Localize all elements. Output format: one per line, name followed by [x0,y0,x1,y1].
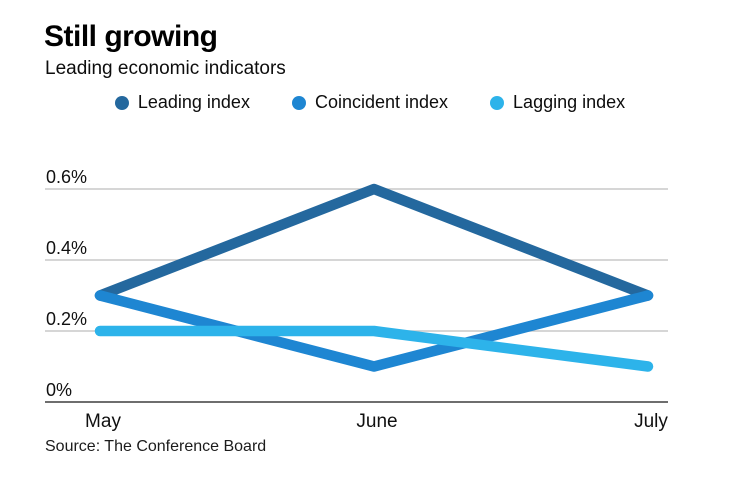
page-subtitle: Leading economic indicators [45,58,286,79]
source-note: Source: The Conference Board [45,438,267,455]
series-line-leading-index [94,183,654,301]
legend-dot-lagging-index-icon [490,95,505,110]
legend-dot-coincident-index-icon [291,95,306,110]
legend-item-lagging-index: Lagging index [490,92,625,113]
x-tick-label: May [85,411,121,432]
x-tick-label: July [634,411,668,432]
series-line-coincident-index [94,290,654,372]
legend-item-coincident-index: Coincident index [291,92,449,113]
legend-label-lagging-index: Lagging index [513,92,626,112]
x-tick-label: June [356,411,397,432]
page-title: Still growing [44,20,218,53]
legend-label-coincident-index: Coincident index [314,92,449,112]
y-tick-label: 0% [46,380,72,400]
legend: Leading index Coincident index Lagging i… [0,92,740,113]
y-tick-label: 0.2% [46,309,87,329]
legend-dot-leading-index-icon [114,95,129,110]
series-line-lagging-index [94,325,654,372]
legend-item-leading-index: Leading index [114,92,250,113]
y-tick-label: 0.6% [46,167,87,187]
y-tick-label: 0.4% [46,238,87,258]
legend-label-leading-index: Leading index [137,92,250,112]
